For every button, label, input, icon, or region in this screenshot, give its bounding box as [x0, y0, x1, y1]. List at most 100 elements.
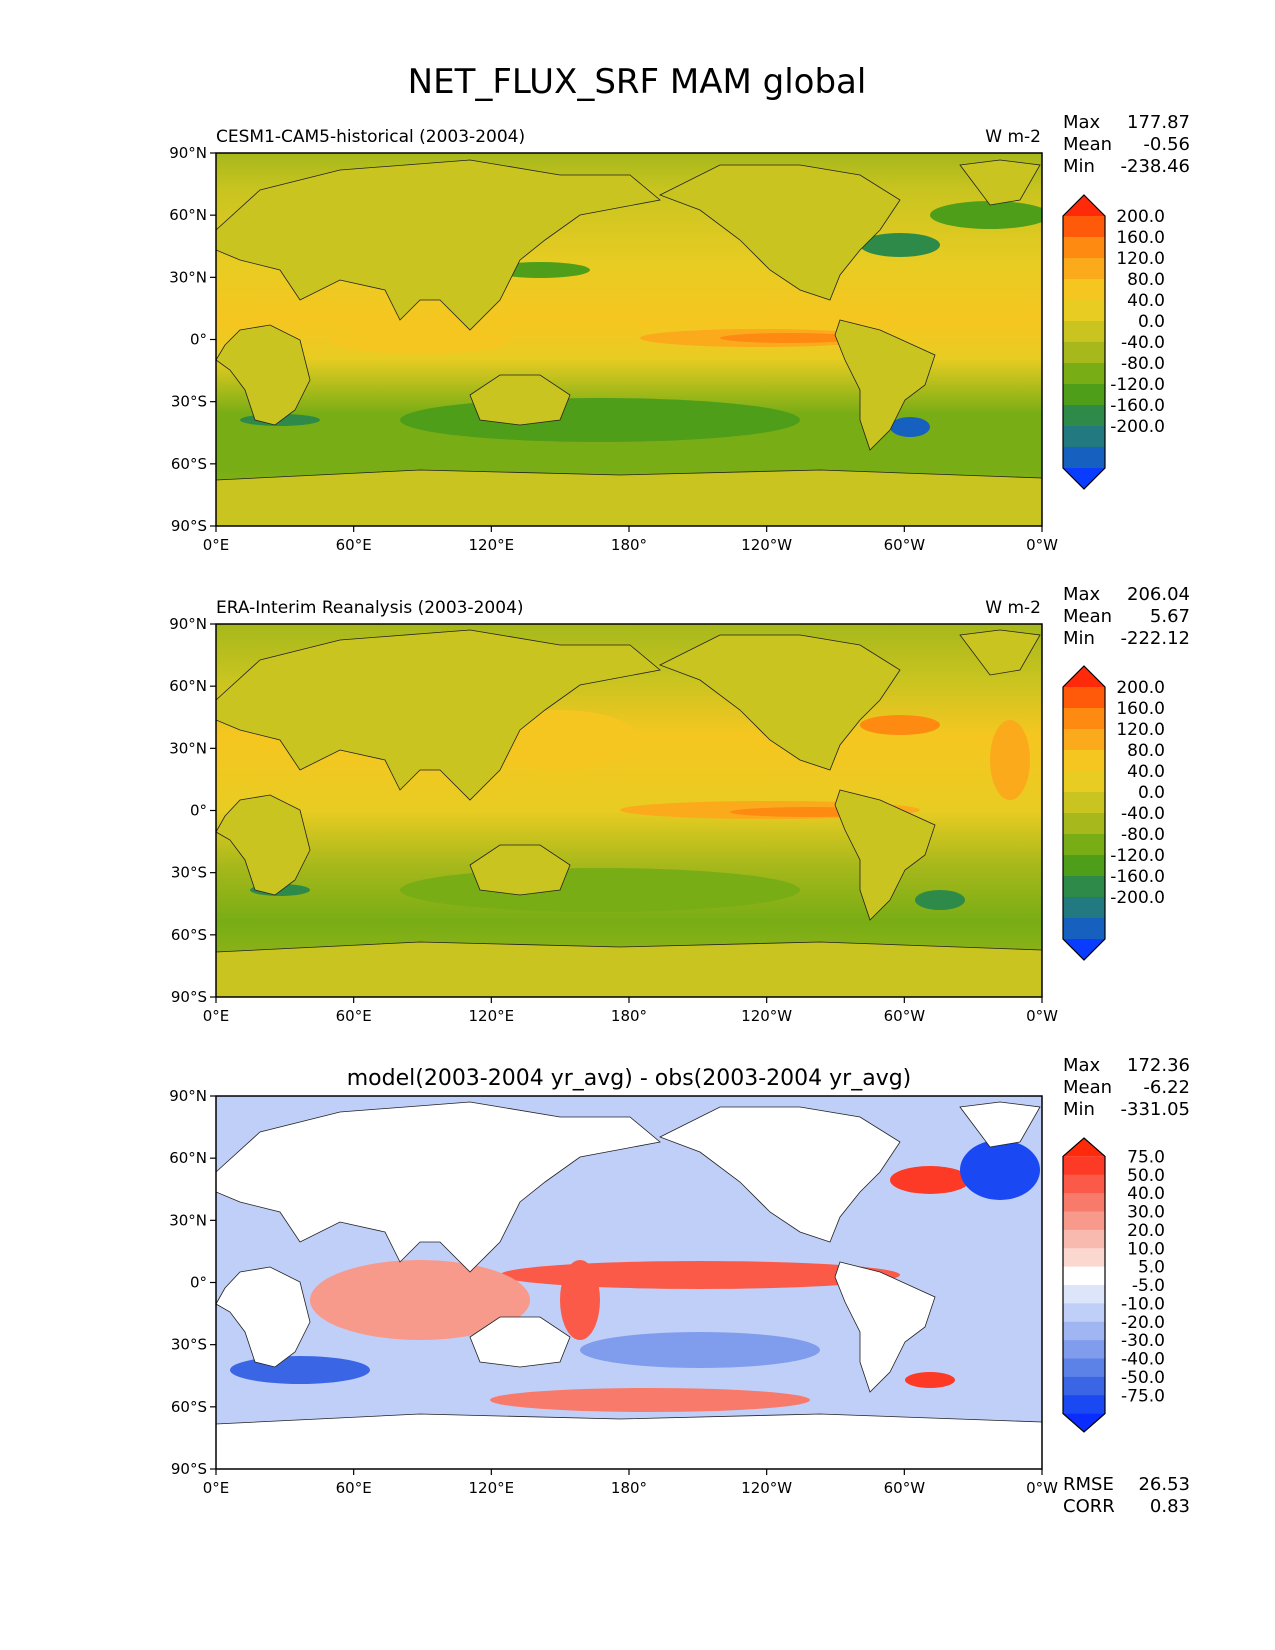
colorbar-band — [1063, 771, 1105, 793]
y-tick-label: 60°N — [169, 677, 207, 695]
y-ticks: 90°N 60°N 30°N 0° 30°S 60°S 90°S — [169, 144, 216, 535]
y-tick-label: 60°S — [171, 1398, 207, 1416]
stats: Max 206.04 Mean 5.67 Min -222.12 — [1063, 584, 1190, 649]
panel-left-title: CESM1-CAM5-historical (2003-2004) — [216, 127, 525, 147]
y-tick-label: 30°S — [171, 864, 207, 882]
colorbar-label: 20.0 — [1127, 1221, 1165, 1241]
panel-difference: model(2003-2004 yr_avg) - obs(2003-2004 … — [169, 1055, 1190, 1517]
colorbar-label: -120.0 — [1110, 375, 1165, 395]
colorbar-band — [1063, 792, 1105, 814]
stat-label: Mean — [1063, 1077, 1112, 1098]
x-tick-label: 120°E — [469, 1007, 515, 1025]
colorbar-extend-bottom — [1063, 468, 1105, 489]
colorbar-extend-top — [1063, 1138, 1105, 1157]
colorbar-label: 200.0 — [1116, 207, 1165, 227]
y-tick-label: 90°N — [169, 615, 207, 633]
metrics: RMSE 26.53 CORR 0.83 — [1063, 1474, 1190, 1517]
y-tick-label: 60°N — [169, 206, 207, 224]
y-tick-label: 90°S — [171, 1460, 207, 1478]
colorbar-band — [1063, 1303, 1105, 1323]
stat-value: -331.05 — [1121, 1099, 1190, 1120]
colorbar-label: -30.0 — [1121, 1331, 1165, 1351]
y-tick-label: 60°S — [171, 926, 207, 944]
y-tick-label: 30°S — [171, 393, 207, 411]
colorbar-band — [1063, 1211, 1105, 1231]
colorbar-label: 80.0 — [1127, 741, 1165, 761]
colorbar-band — [1063, 750, 1105, 772]
colorbar-outline — [1062, 665, 1106, 961]
x-tick-label: 0°W — [1026, 1007, 1058, 1025]
stat-label: Mean — [1063, 606, 1112, 627]
x-tick-label: 60°E — [336, 1007, 372, 1025]
colorbar-band — [1063, 813, 1105, 835]
colorbar-label: -80.0 — [1121, 354, 1165, 374]
colorbar-label: 40.0 — [1127, 291, 1165, 311]
colorbar-band — [1063, 300, 1105, 322]
colorbar-label: 80.0 — [1127, 270, 1165, 290]
x-tick-label: 0°W — [1026, 536, 1058, 554]
stat-label: Max — [1063, 112, 1101, 133]
stat-value: 5.67 — [1150, 606, 1190, 627]
colorbar-label: -160.0 — [1110, 396, 1165, 416]
colorbar-label: 40.0 — [1127, 1184, 1165, 1204]
map-field-test — [216, 153, 1042, 526]
colorbar-label: -5.0 — [1132, 1276, 1165, 1296]
colorbar-extend-bottom — [1063, 1413, 1105, 1432]
stat-label: Min — [1063, 1099, 1095, 1120]
colorbar-label: -10.0 — [1121, 1294, 1165, 1314]
colorbar-band — [1063, 1285, 1105, 1304]
colorbar-extend-top — [1063, 195, 1105, 216]
y-tick-label: 30°N — [169, 268, 207, 286]
colorbar-label: -75.0 — [1121, 1386, 1165, 1406]
stat-label: Min — [1063, 628, 1095, 649]
y-tick-label: 90°S — [171, 988, 207, 1006]
y-tick-label: 30°N — [169, 739, 207, 757]
colorbar-band — [1063, 384, 1105, 406]
colorbar-label: 200.0 — [1116, 678, 1165, 698]
y-tick-label: 0° — [190, 331, 207, 349]
y-tick-label: 0° — [190, 802, 207, 820]
y-tick-label: 60°N — [169, 1149, 207, 1167]
colorbar-extend-top — [1063, 666, 1105, 687]
colorbar-label: 120.0 — [1116, 249, 1165, 269]
colorbar-band — [1063, 342, 1105, 364]
stat-label: Min — [1063, 156, 1095, 177]
colorbar-band — [1063, 1376, 1105, 1396]
colorbar-label: 0.0 — [1138, 783, 1165, 803]
colorbar-band — [1063, 426, 1105, 448]
colorbar-label: -120.0 — [1110, 846, 1165, 866]
x-tick-label: 120°E — [469, 536, 515, 554]
continents — [216, 629, 1042, 997]
colorbar-band — [1063, 897, 1105, 919]
colorbar-band — [1063, 363, 1105, 385]
colorbar-band — [1063, 216, 1105, 238]
x-tick-label: 180° — [611, 1007, 647, 1025]
x-tick-label: 0°E — [203, 536, 230, 554]
colorbar-label: -160.0 — [1110, 867, 1165, 887]
metric-value: 26.53 — [1138, 1474, 1190, 1495]
metric-label: RMSE — [1063, 1474, 1114, 1495]
panel-units: W m-2 — [985, 127, 1041, 147]
stat-label: Max — [1063, 1055, 1101, 1076]
colorbar-band — [1063, 708, 1105, 730]
colorbar-band — [1063, 1340, 1105, 1359]
colorbar-band — [1063, 1248, 1105, 1268]
colorbar-band — [1063, 1321, 1105, 1341]
colorbar: 75.050.040.030.020.010.05.0-5.0-10.0-20.… — [1062, 1137, 1165, 1433]
colorbar-extend-bottom — [1063, 939, 1105, 960]
colorbar-band — [1063, 321, 1105, 343]
x-tick-label: 120°W — [741, 536, 792, 554]
colorbar-label: -40.0 — [1121, 1350, 1165, 1370]
panel-left-title: ERA-Interim Reanalysis (2003-2004) — [216, 598, 524, 618]
panel-test: CESM1-CAM5-historical (2003-2004) W m-2 … — [169, 112, 1190, 554]
colorbar-band — [1063, 855, 1105, 877]
x-tick-label: 0°E — [203, 1479, 230, 1497]
colorbar-label: -20.0 — [1121, 1313, 1165, 1333]
x-tick-label: 180° — [611, 536, 647, 554]
colorbar-band — [1063, 1174, 1105, 1194]
colorbar-label: 10.0 — [1127, 1239, 1165, 1259]
y-tick-label: 90°N — [169, 144, 207, 162]
x-ticks: 0°E 60°E 120°E 180° 120°W 60°W 0°W — [203, 1469, 1058, 1497]
map-field-difference — [216, 1096, 1042, 1469]
colorbar-band — [1063, 237, 1105, 259]
